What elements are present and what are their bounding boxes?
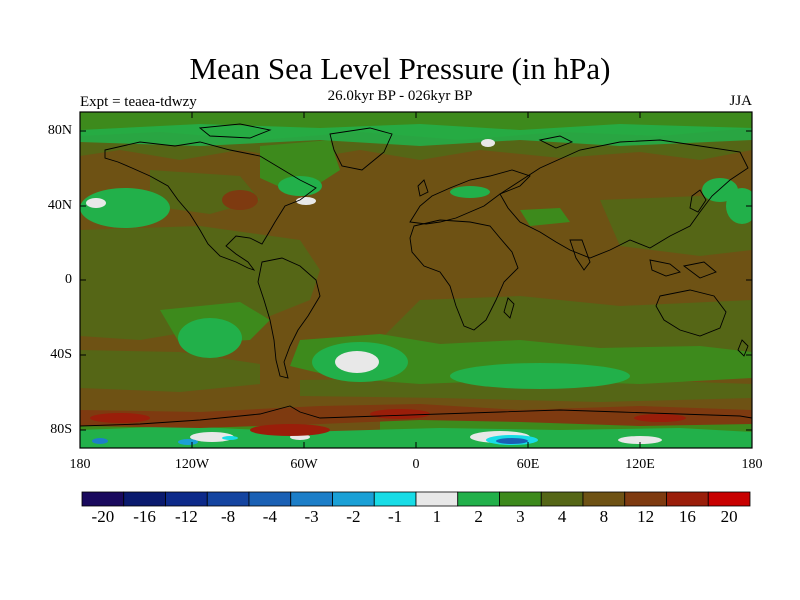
- colorbar-swatch: [290, 491, 333, 507]
- colorbar-label: -8: [221, 507, 236, 526]
- colorbar-label: 2: [474, 507, 483, 526]
- colorbar-label: -1: [388, 507, 403, 526]
- lat-label-0: 0: [65, 272, 72, 287]
- lon-ticks: [79, 112, 753, 448]
- colorbar-swatch: [457, 491, 500, 507]
- colorbar-swatch: [332, 491, 375, 507]
- lon-label-120w: 120W: [174, 457, 210, 472]
- colorbar-swatch: [624, 491, 667, 507]
- field-high-positive: [80, 190, 752, 436]
- colorbar-swatch: [373, 491, 417, 507]
- lon-label-60w: 60W: [290, 457, 318, 472]
- colorbar-swatch: [248, 491, 292, 507]
- lon-label-60e: 60E: [516, 457, 540, 472]
- colorbar-label: 8: [599, 507, 609, 526]
- colorbar-swatch: [540, 491, 584, 507]
- colorbar-swatch: [415, 491, 459, 507]
- coastlines: [80, 123, 752, 427]
- colorbar-label: 12: [637, 507, 655, 526]
- map-subtitle: 26.0kyr BP - 026kyr BP: [327, 88, 473, 104]
- colorbar-label: 3: [516, 507, 525, 526]
- map-title: Mean Sea Level Pressure (in hPa): [189, 51, 611, 86]
- colorbar-swatch: [206, 491, 250, 507]
- colorbar-swatch: [81, 491, 125, 507]
- colorbar-label: 4: [557, 507, 567, 526]
- lon-label-0: 0: [412, 457, 420, 472]
- lon-label-180e: 180: [741, 457, 763, 472]
- colorbar-label: -2: [346, 507, 361, 526]
- colorbar-label: -12: [175, 507, 198, 526]
- lon-label-180w: 180: [69, 457, 91, 472]
- colorbar-label: -16: [133, 507, 156, 526]
- lat-ticks: [80, 130, 752, 431]
- lon-label-120e: 120E: [625, 457, 655, 472]
- season-label: JJA: [729, 93, 752, 109]
- colorbar-label: -20: [91, 507, 115, 526]
- lat-label-40s: 40S: [50, 347, 72, 362]
- colorbar-swatch: [123, 491, 166, 507]
- lat-label-40n: 40N: [47, 198, 72, 213]
- colorbar-swatch: [666, 491, 709, 507]
- colorbar-swatch: [707, 491, 751, 507]
- field-negative: [92, 435, 538, 445]
- colorbar-label: 20: [720, 507, 738, 526]
- colorbar-label: -4: [262, 507, 277, 526]
- colorbar-swatch: [582, 491, 626, 507]
- lat-label-80n: 80N: [47, 123, 72, 138]
- colorbar-label: -3: [304, 507, 319, 526]
- colorbar-swatch: [499, 491, 542, 507]
- colorbar-swatch: [165, 491, 208, 507]
- colorbar-label: 1: [432, 507, 442, 526]
- experiment-label: Expt = teaea-tdwzy: [80, 94, 197, 110]
- colorbar-label: 16: [678, 507, 696, 526]
- lat-label-80s: 80S: [50, 422, 72, 437]
